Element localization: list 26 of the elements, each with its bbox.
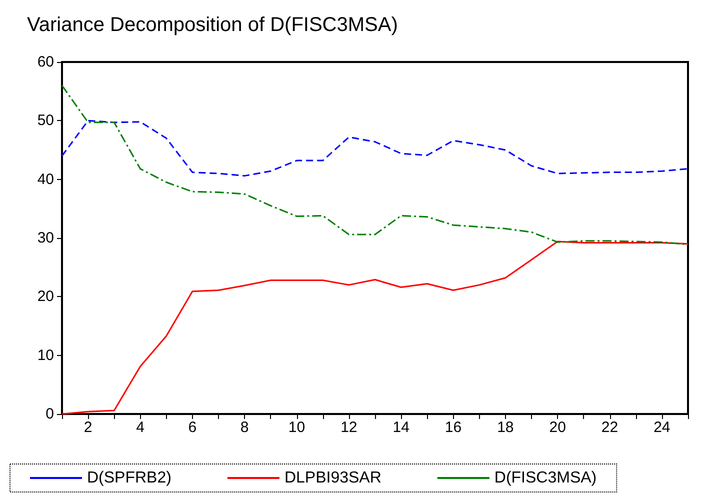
legend-label: D(FISC3MSA): [494, 470, 597, 486]
x-tick-label: 14: [392, 419, 410, 436]
legend-label: D(SPFRB2): [87, 470, 172, 486]
x-tick-label: 16: [444, 419, 462, 436]
x-tick-label: 8: [240, 419, 249, 436]
y-tick-label: 50: [37, 112, 54, 130]
line-series: [61, 240, 689, 415]
y-tick-label: 60: [37, 54, 54, 70]
x-tick-label: 6: [188, 419, 197, 436]
y-tick-label: 10: [37, 346, 54, 364]
line-series: [61, 84, 689, 246]
x-tick-label: 20: [549, 419, 566, 436]
x-tick-label: 10: [288, 419, 306, 436]
line-series: [61, 120, 689, 177]
chart-title: Variance Decomposition of D(FISC3MSA): [27, 14, 398, 36]
y-tick-label: 0: [46, 406, 54, 422]
x-tick-label: 12: [340, 419, 358, 436]
y-tick-label: 40: [37, 170, 54, 188]
legend-label: DLPBI93SAR: [284, 470, 382, 486]
x-tick-label: 24: [654, 419, 670, 436]
x-tick-label: 22: [601, 419, 618, 436]
x-tick-label: 18: [497, 419, 514, 436]
y-tick-label: 20: [37, 288, 54, 306]
y-tick-label: 30: [37, 230, 54, 246]
x-tick-label: 2: [84, 419, 92, 436]
x-tick-label: 4: [136, 419, 144, 436]
